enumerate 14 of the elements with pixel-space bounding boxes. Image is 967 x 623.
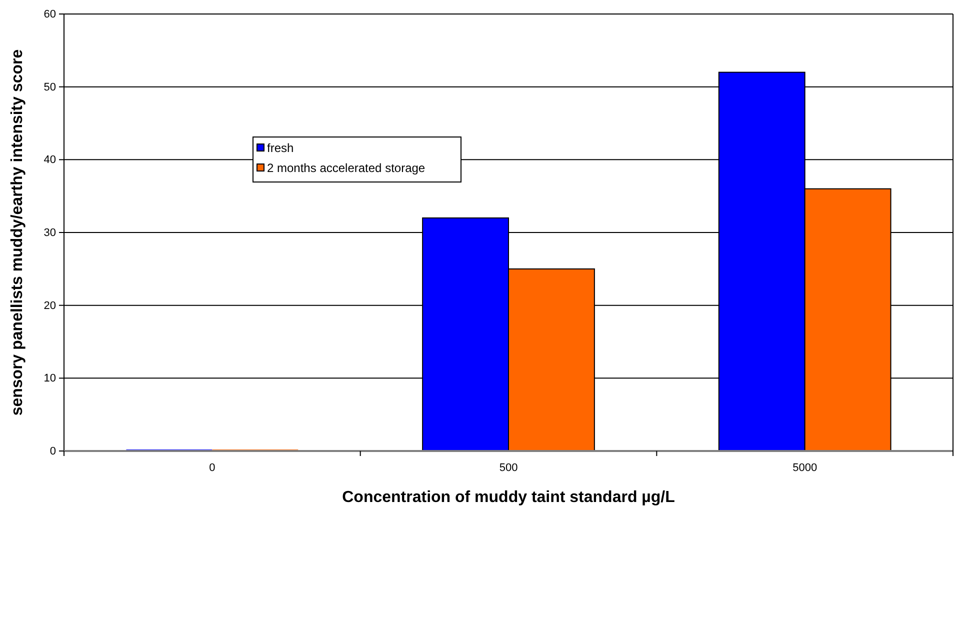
- y-tick-label: 40: [44, 154, 56, 166]
- y-tick-label: 60: [44, 8, 56, 21]
- y-axis-title: sensory panellists muddy/earthy intensity score: [9, 49, 26, 416]
- legend-label: fresh: [267, 141, 294, 155]
- x-tick-label: 500: [499, 462, 518, 474]
- x-tick-label: 5000: [792, 462, 818, 474]
- legend-label: 2 months accelerated storage: [267, 161, 426, 175]
- y-tick-label: 50: [44, 81, 56, 94]
- x-tick-label: 0: [209, 462, 216, 474]
- y-tick-label: 30: [44, 227, 56, 240]
- y-tick-label: 10: [44, 372, 56, 385]
- y-tick-label: 0: [50, 446, 56, 458]
- y-tick-label: 20: [44, 300, 56, 312]
- x-axis-title: Concentration of muddy taint standard µg/L: [342, 489, 676, 506]
